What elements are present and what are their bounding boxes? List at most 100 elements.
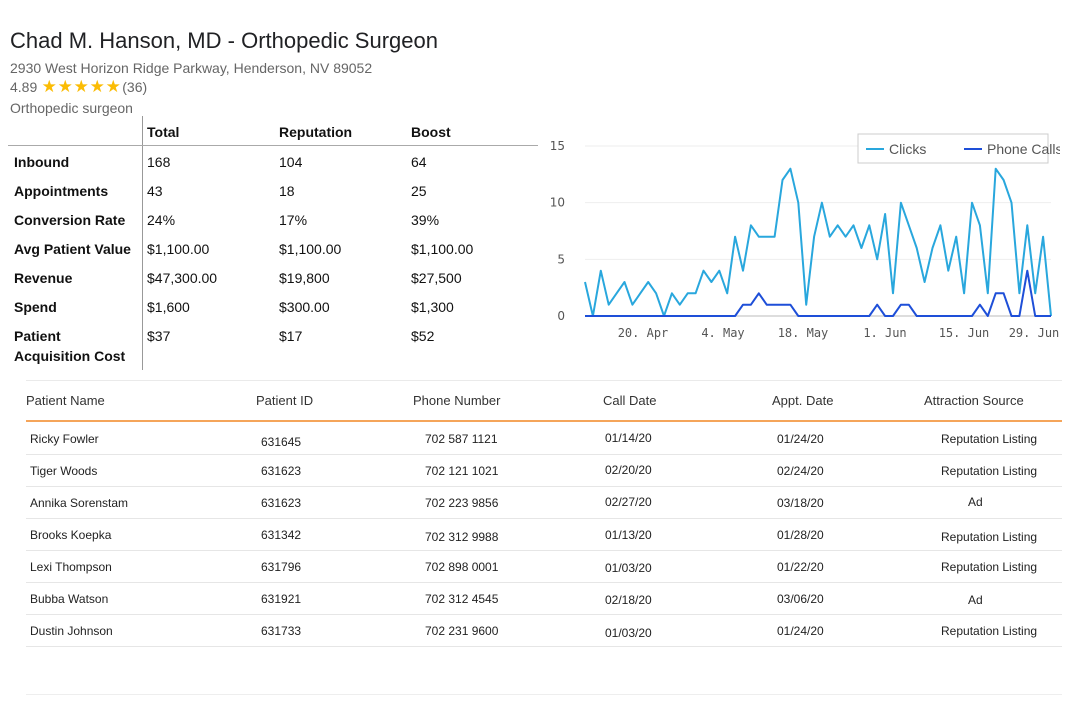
patients-table-top-border: [26, 380, 1062, 381]
business-category: Orthopedic surgeon: [10, 100, 133, 116]
cell-call-date: 01/03/20: [605, 561, 652, 575]
review-count: (36): [122, 79, 148, 95]
metrics-row-label: Spend: [14, 299, 57, 315]
metrics-row-label: Appointments: [14, 183, 109, 199]
cell-call-date: 02/27/20: [605, 495, 652, 509]
cell-patient-name: Bubba Watson: [30, 592, 109, 606]
cell-patient-name: Tiger Woods: [30, 464, 98, 478]
metrics-cell: $1,100.00: [279, 241, 342, 257]
cell-phone-number: 702 121 1021: [425, 464, 499, 478]
cell-appt-date: 01/24/20: [777, 432, 824, 446]
metrics-cell: 64: [411, 154, 427, 170]
page-title: Chad M. Hanson, MD - Orthopedic Surgeon: [10, 28, 438, 53]
legend-label: Clicks: [889, 141, 926, 157]
metrics-divider-horizontal: [8, 145, 538, 146]
rating-value: 4.89: [10, 79, 38, 95]
table-row[interactable]: Bubba Watson 631921 702 312 4545 02/18/2…: [26, 582, 1062, 615]
cell-phone-number: 702 587 1121: [425, 432, 498, 446]
cell-patient-name: Brooks Koepka: [30, 528, 112, 542]
cell-appt-date: 01/24/20: [777, 624, 824, 638]
column-header-call-date: Call Date: [603, 393, 657, 408]
metrics-cell: $37: [147, 328, 171, 344]
cell-phone-number: 702 312 4545: [425, 592, 499, 606]
column-header-appt-date: Appt. Date: [772, 393, 834, 408]
y-tick-label: 0: [557, 309, 565, 323]
metrics-row-label: Patient Acquisition Cost: [14, 328, 126, 364]
cell-call-date: 01/03/20: [605, 626, 652, 640]
clicks-calls-chart: 0 5 10 15 20. Apr 4. May 18. May 1. Jun 15. Jun 2…: [550, 133, 1060, 340]
x-tick-label: 1. Jun: [863, 326, 906, 340]
cell-patient-id: 631623: [261, 496, 302, 510]
series-line-clicks: [584, 167, 1052, 317]
metrics-row-label: Conversion Rate: [14, 212, 126, 228]
metrics-cell: $1,300: [411, 299, 454, 315]
star-icon: ★: [89, 77, 105, 96]
star-icon: ★: [105, 77, 121, 96]
cell-attraction-source: Ad: [968, 495, 983, 509]
cell-patient-id: 631623: [261, 464, 302, 478]
cell-attraction-source: Reputation Listing: [941, 464, 1038, 478]
metrics-cell: 18: [279, 183, 295, 199]
table-row[interactable]: Dustin Johnson 631733 702 231 9600 01/03…: [26, 614, 1062, 647]
metrics-row-label: Revenue: [14, 270, 73, 286]
star-icon: ★: [57, 77, 73, 96]
cell-phone-number: 702 223 9856: [425, 496, 499, 510]
cell-patient-id: 631733: [261, 624, 302, 638]
cell-patient-id: 631796: [261, 560, 302, 574]
metrics-cell: 39%: [411, 212, 440, 228]
metrics-cell: 17%: [279, 212, 308, 228]
metrics-cell: 25: [411, 183, 427, 199]
cell-patient-name: Dustin Johnson: [30, 624, 113, 638]
cell-call-date: 01/14/20: [605, 431, 652, 445]
cell-phone-number: 702 312 9988: [425, 530, 499, 544]
metrics-cell: $19,800: [279, 270, 330, 286]
x-tick-label: 4. May: [701, 326, 744, 340]
table-row[interactable]: Lexi Thompson 631796 702 898 0001 01/03/…: [26, 550, 1062, 583]
cell-attraction-source: Reputation Listing: [941, 624, 1038, 638]
column-header-patient-id: Patient ID: [256, 393, 314, 408]
y-tick-label: 5: [557, 252, 565, 266]
table-row[interactable]: Annika Sorenstam 631623 702 223 9856 02/…: [26, 486, 1062, 519]
metrics-divider-vertical: [142, 116, 143, 370]
metrics-header-boost: Boost: [411, 124, 451, 140]
y-tick-label: 15: [550, 139, 565, 153]
metrics-cell: $52: [411, 328, 435, 344]
cell-appt-date: 01/28/20: [777, 528, 824, 542]
cell-call-date: 02/18/20: [605, 593, 652, 607]
metrics-cell: $1,100.00: [411, 241, 474, 257]
y-tick-label: 10: [550, 196, 565, 210]
metrics-cell: 104: [279, 154, 303, 170]
metrics-header-reputation: Reputation: [279, 124, 353, 140]
business-address: 2930 West Horizon Ridge Parkway, Henders…: [10, 60, 373, 76]
cell-appt-date: 02/24/20: [777, 464, 824, 478]
cell-appt-date: 03/06/20: [777, 592, 824, 606]
metrics-cell: $47,300.00: [147, 270, 218, 286]
metrics-cell: $27,500: [411, 270, 462, 286]
metrics-cell: 168: [147, 154, 171, 170]
table-row[interactable]: Tiger Woods 631623 702 121 1021 02/20/20…: [26, 454, 1062, 487]
metrics-cell: $300.00: [279, 299, 330, 315]
cell-attraction-source: Reputation Listing: [941, 432, 1038, 446]
star-icon: ★: [41, 77, 57, 96]
metrics-header-total: Total: [147, 124, 180, 140]
cell-patient-id: 631921: [261, 592, 302, 606]
table-row[interactable]: Brooks Koepka 631342 702 312 9988 01/13/…: [26, 518, 1062, 551]
metrics-cell: 43: [147, 183, 163, 199]
table-row[interactable]: Ricky Fowler 631645 702 587 1121 01/14/2…: [26, 422, 1062, 455]
metrics-row-label: Avg Patient Value: [14, 241, 131, 257]
metrics-cell: $1,100.00: [147, 241, 210, 257]
cell-patient-name: Annika Sorenstam: [30, 496, 129, 510]
rating-stars: ★ ★ ★ ★ ★: [41, 77, 121, 96]
cell-patient-name: Lexi Thompson: [30, 560, 112, 574]
metrics-cell: $1,600: [147, 299, 190, 315]
column-header-phone-number: Phone Number: [413, 393, 501, 408]
metrics-cell: $17: [279, 328, 303, 344]
cell-call-date: 02/20/20: [605, 463, 652, 477]
cell-attraction-source: Ad: [968, 593, 983, 607]
cell-phone-number: 702 231 9600: [425, 624, 499, 638]
cell-appt-date: 01/22/20: [777, 560, 824, 574]
legend-label: Phone Calls: [987, 141, 1060, 157]
x-tick-label: 20. Apr: [618, 326, 669, 340]
rating-summary: 4.89 ★ ★ ★ ★ ★ (36): [10, 77, 148, 96]
x-tick-label: 18. May: [778, 326, 829, 340]
